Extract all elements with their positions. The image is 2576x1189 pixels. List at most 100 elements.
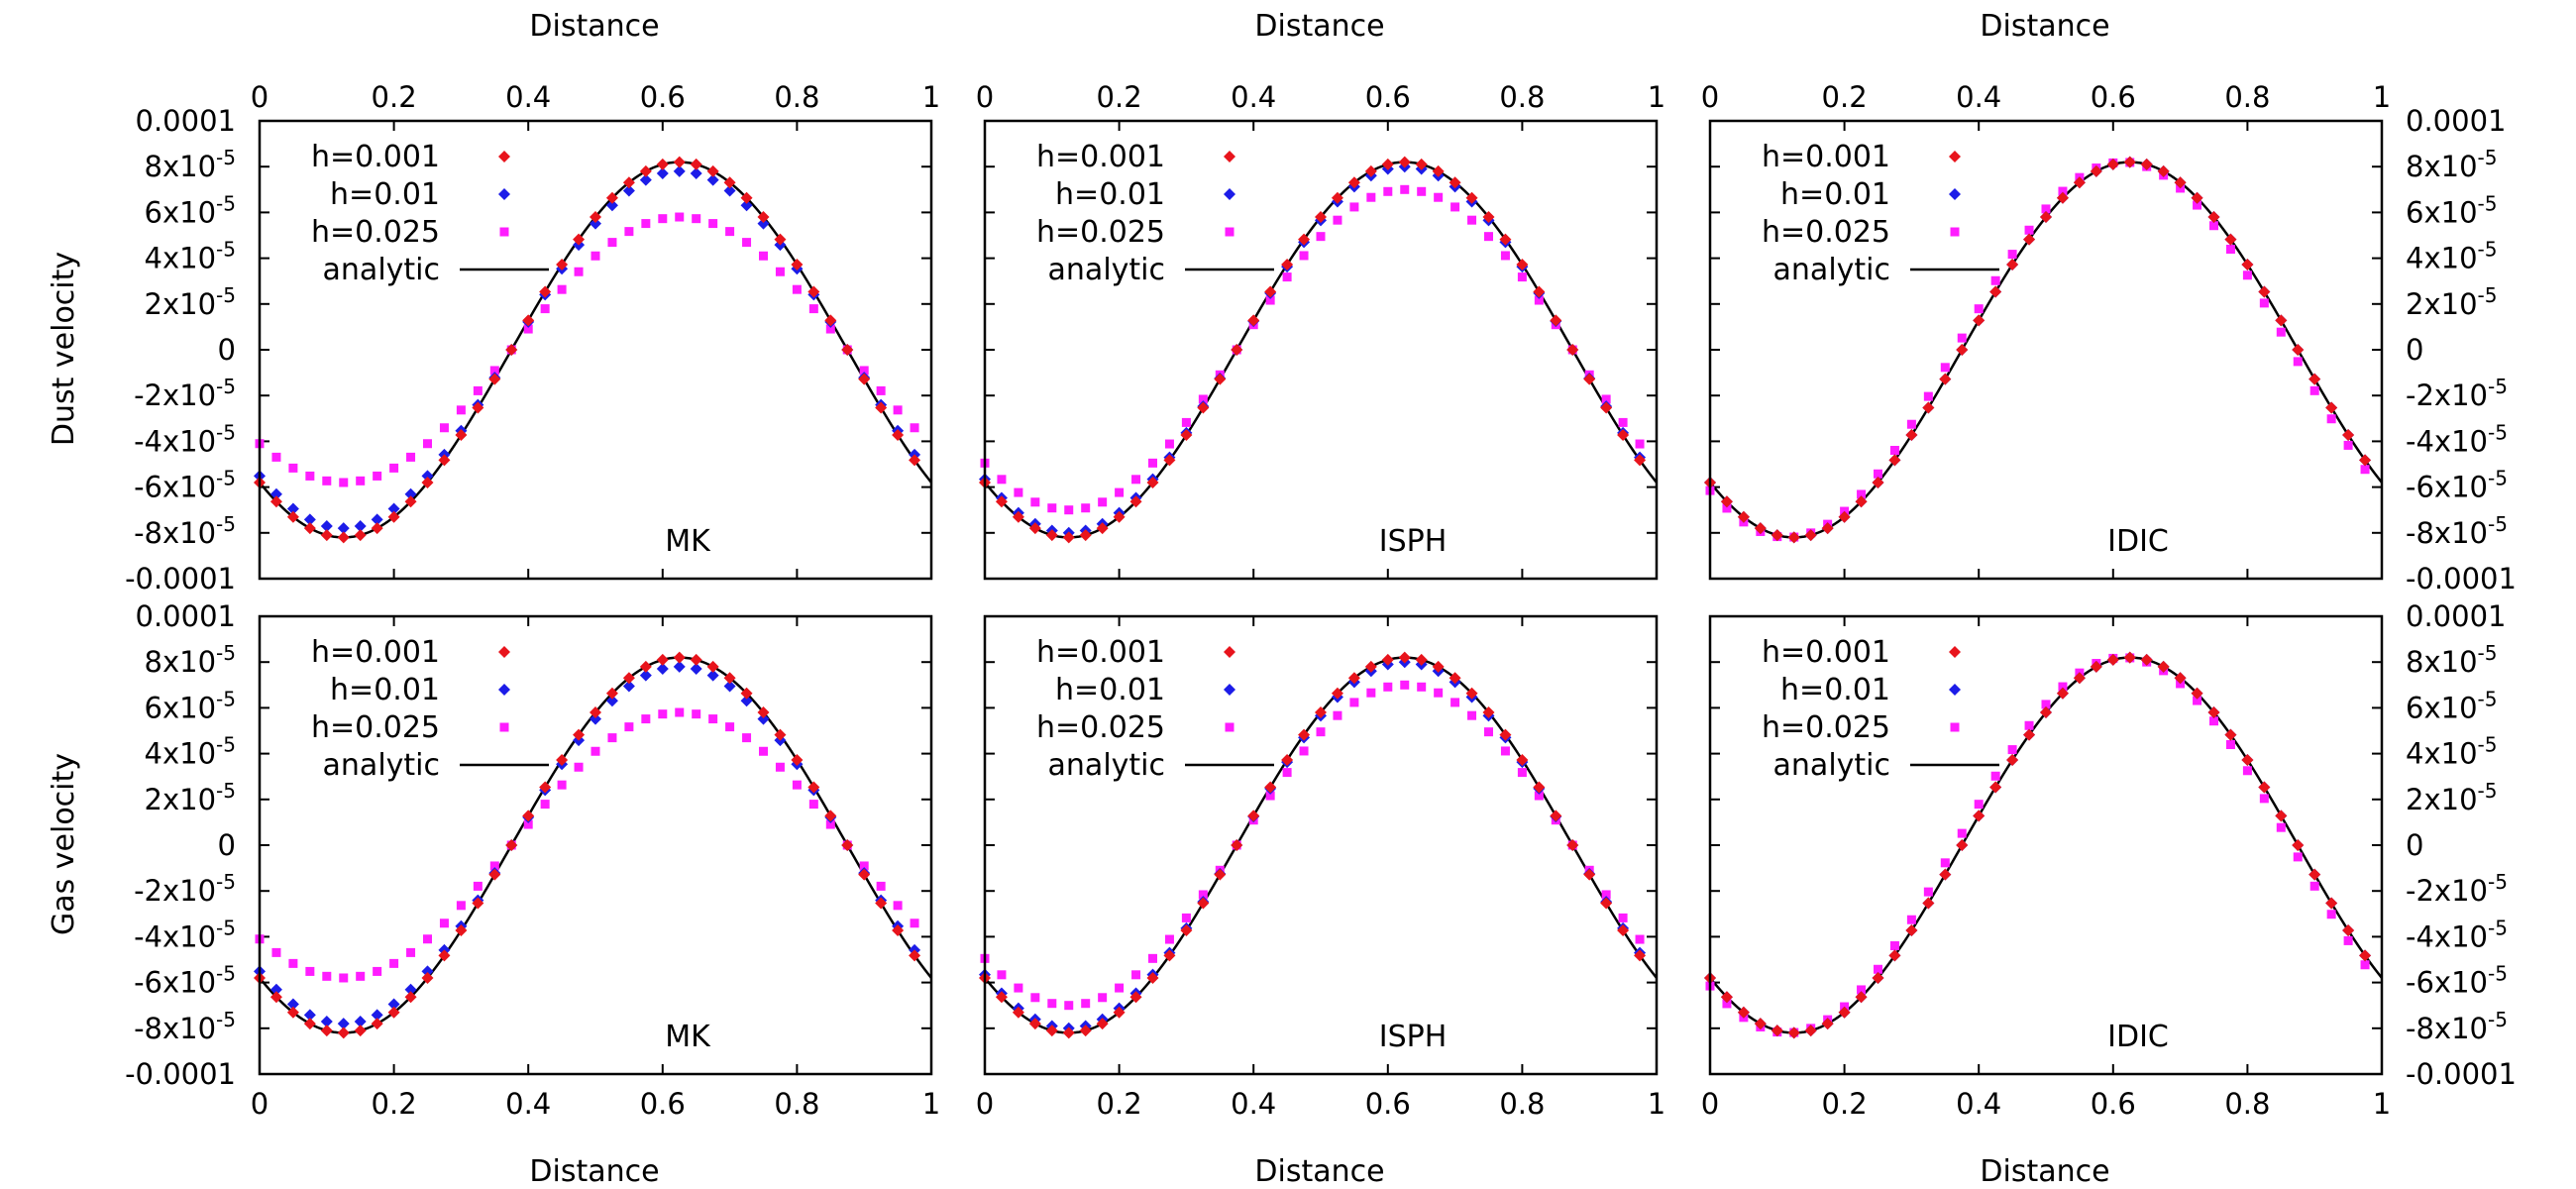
- data-point: [320, 1015, 333, 1027]
- data-point: [1956, 839, 1969, 851]
- series-h-0-001: [254, 651, 921, 1039]
- data-point: [371, 522, 383, 535]
- panel-grid: 0 0.2 0.4 0.6 0.8 1 0.0001 8x10-5 6x10-5 4x10-5 2x…: [125, 80, 2517, 1121]
- data-point: [1450, 202, 1460, 212]
- data-point: [2023, 233, 2036, 246]
- data-point: [2157, 660, 2170, 673]
- data-point: [2326, 414, 2336, 424]
- y-tick-label-left: 8x10-5: [145, 641, 236, 679]
- data-point: [1583, 868, 1596, 881]
- y-tick-label-right: -2x10-5: [2406, 375, 2508, 412]
- data-point: [1855, 495, 1868, 508]
- legend-swatch: [1224, 151, 1235, 162]
- series-h-0-001: [1704, 651, 2372, 1039]
- data-point: [1045, 529, 1058, 542]
- data-point: [489, 861, 499, 871]
- data-point: [1113, 510, 1126, 523]
- data-point: [1012, 510, 1024, 523]
- legend-label: h=0.01: [330, 177, 440, 212]
- data-point: [1533, 285, 1546, 298]
- data-point: [439, 919, 449, 928]
- data-point: [271, 452, 281, 462]
- data-point: [1028, 522, 1041, 535]
- data-point: [759, 746, 768, 756]
- data-point: [605, 199, 618, 212]
- data-point: [997, 475, 1007, 485]
- data-point: [1434, 688, 1444, 698]
- legend-label: h=0.001: [1762, 635, 1890, 670]
- data-point: [421, 965, 434, 978]
- data-point: [421, 476, 434, 488]
- data-point: [320, 529, 333, 542]
- data-point: [2241, 754, 2254, 767]
- data-point: [1098, 497, 1108, 507]
- y-tick-label-left: -6x10-5: [134, 467, 236, 504]
- data-point: [2259, 794, 2269, 804]
- data-point: [2225, 740, 2235, 750]
- data-point: [439, 423, 449, 433]
- data-point: [1214, 868, 1227, 881]
- data-point: [1450, 698, 1460, 707]
- data-point: [673, 164, 686, 177]
- data-point: [2242, 270, 2252, 280]
- data-point: [1383, 682, 1393, 692]
- data-point: [690, 653, 702, 666]
- data-point: [692, 214, 701, 224]
- data-point: [2209, 716, 2218, 726]
- data-point: [1331, 191, 1343, 204]
- data-point: [858, 868, 871, 881]
- data-point: [423, 439, 432, 449]
- data-point: [2207, 706, 2220, 719]
- data-point: [1181, 913, 1191, 922]
- data-point: [1364, 660, 1377, 673]
- data-point: [573, 233, 586, 246]
- data-point: [371, 513, 383, 526]
- panel-idic-gas: 0 0.2 0.4 0.6 0.8 1 0.0001 8x10-5 6x10-5 4x10-5 2x…: [1701, 599, 2517, 1121]
- data-point: [540, 800, 550, 810]
- data-point: [1922, 401, 1935, 414]
- data-point: [371, 1009, 383, 1022]
- y-tick-label-right: -0.0001: [2406, 562, 2517, 595]
- data-point: [1164, 934, 1174, 944]
- y-tick-label-left: 0: [218, 333, 236, 367]
- legend-label: h=0.025: [311, 710, 440, 745]
- data-point: [2342, 428, 2355, 441]
- data-point: [354, 519, 367, 532]
- data-point: [556, 754, 569, 767]
- data-point: [658, 709, 668, 719]
- data-point: [354, 529, 367, 542]
- x-tick-label: 0.2: [1097, 80, 1142, 114]
- data-point: [1012, 1006, 1024, 1019]
- data-point: [808, 800, 818, 810]
- data-point: [2023, 728, 2036, 741]
- data-point: [1787, 1027, 1800, 1039]
- data-point: [1989, 781, 2002, 794]
- data-point: [775, 762, 785, 772]
- legend-label: h=0.01: [1055, 673, 1165, 707]
- data-point: [1113, 1006, 1126, 1019]
- data-point: [1047, 503, 1057, 513]
- legend-label: h=0.001: [1036, 635, 1165, 670]
- data-point: [1990, 771, 2000, 781]
- data-point: [690, 663, 702, 676]
- data-point: [1940, 858, 1950, 868]
- plot-frame: [258, 119, 933, 581]
- data-point: [2258, 781, 2271, 794]
- data-point: [706, 173, 719, 186]
- legend-swatch: [1224, 684, 1235, 696]
- data-point: [2241, 259, 2254, 271]
- data-point: [706, 669, 719, 682]
- data-point: [271, 947, 281, 957]
- data-point: [337, 531, 350, 544]
- data-point: [824, 810, 837, 822]
- data-point: [2191, 687, 2203, 700]
- y-tick-label-left: -0.0001: [125, 562, 236, 595]
- top-axis-title-2: Distance: [1254, 9, 1384, 44]
- x-tick-label: 0.2: [1822, 80, 1868, 114]
- data-point: [607, 733, 617, 743]
- data-point: [1366, 688, 1376, 698]
- data-point: [1566, 344, 1579, 356]
- data-point: [1888, 454, 1901, 467]
- data-point: [791, 259, 804, 271]
